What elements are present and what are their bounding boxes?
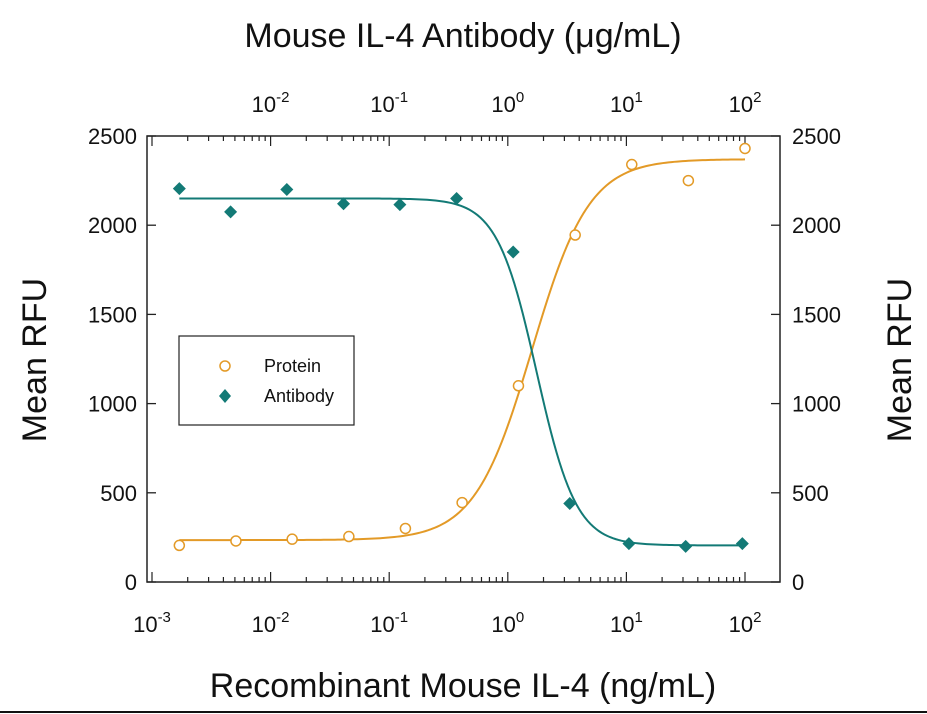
y-tick-label-right: 2500 — [792, 124, 841, 149]
data-point-antibody — [563, 497, 577, 511]
y-axis-label-right: Mean RFU — [881, 278, 919, 442]
data-point-protein — [626, 158, 638, 171]
x-tick-label-top: 101 — [610, 89, 643, 117]
y-tick-label-right: 1000 — [792, 392, 841, 417]
data-point-protein — [230, 535, 242, 547]
legend-protein-marker — [219, 360, 231, 372]
fit-curve-antibody — [179, 197, 743, 547]
data-point-antibody — [450, 191, 464, 205]
data-point-antibody — [172, 182, 186, 196]
legend-protein-label: Protein — [264, 356, 321, 376]
x-tick-label-bottom: 101 — [610, 609, 643, 637]
y-tick-label-left: 1500 — [88, 302, 137, 327]
data-point-antibody — [622, 537, 636, 551]
legend-antibody-label: Antibody — [264, 386, 334, 406]
legend-box — [178, 335, 355, 426]
data-point-protein — [399, 522, 412, 535]
data-point-protein — [512, 380, 525, 392]
data-point-antibody — [224, 205, 238, 219]
data-point-protein — [173, 539, 186, 552]
x-tick-label-bottom: 10-1 — [370, 609, 408, 637]
x-tick-label-top: 102 — [729, 89, 762, 117]
data-point-protein — [343, 530, 355, 543]
data-point-antibody — [506, 245, 520, 259]
x-tick-label-bottom: 10-2 — [252, 609, 290, 637]
x-tick-label-bottom: 100 — [491, 609, 524, 637]
data-point-protein — [286, 533, 298, 545]
x-axis-label: Recombinant Mouse IL-4 (ng/mL) — [210, 667, 716, 705]
legend-antibody-marker — [219, 389, 231, 403]
y-tick-label-right: 500 — [792, 481, 829, 506]
fit-curve-protein — [179, 158, 746, 542]
chart-title: Mouse IL-4 Antibody (μg/mL) — [244, 17, 681, 55]
data-point-antibody — [735, 537, 749, 551]
y-tick-label-left: 2500 — [88, 124, 137, 149]
x-tick-label-top: 10-1 — [370, 89, 408, 117]
data-point-protein — [682, 174, 695, 187]
data-point-protein — [569, 229, 581, 241]
y-tick-label-left: 1000 — [88, 392, 137, 417]
y-axis-label-left: Mean RFU — [16, 278, 54, 442]
data-point-antibody — [280, 183, 294, 197]
y-tick-label-right: 2000 — [792, 213, 841, 238]
data-point-antibody — [393, 198, 407, 212]
y-tick-label-right: 1500 — [792, 302, 841, 327]
data-point-protein — [456, 496, 468, 509]
y-tick-label-left: 2000 — [88, 213, 137, 238]
x-tick-label-bottom: 10-3 — [133, 609, 171, 637]
x-tick-label-bottom: 102 — [729, 609, 762, 637]
data-point-protein — [739, 142, 751, 155]
y-tick-label-left: 0 — [125, 570, 137, 595]
data-point-antibody — [337, 197, 351, 211]
y-tick-label-right: 0 — [792, 570, 804, 595]
plot-frame — [146, 135, 781, 583]
y-tick-label-left: 500 — [100, 481, 137, 506]
x-tick-label-top: 100 — [491, 89, 524, 117]
data-point-antibody — [679, 539, 693, 553]
x-tick-label-top: 10-2 — [252, 89, 290, 117]
legend: Protein Antibody — [178, 335, 355, 426]
